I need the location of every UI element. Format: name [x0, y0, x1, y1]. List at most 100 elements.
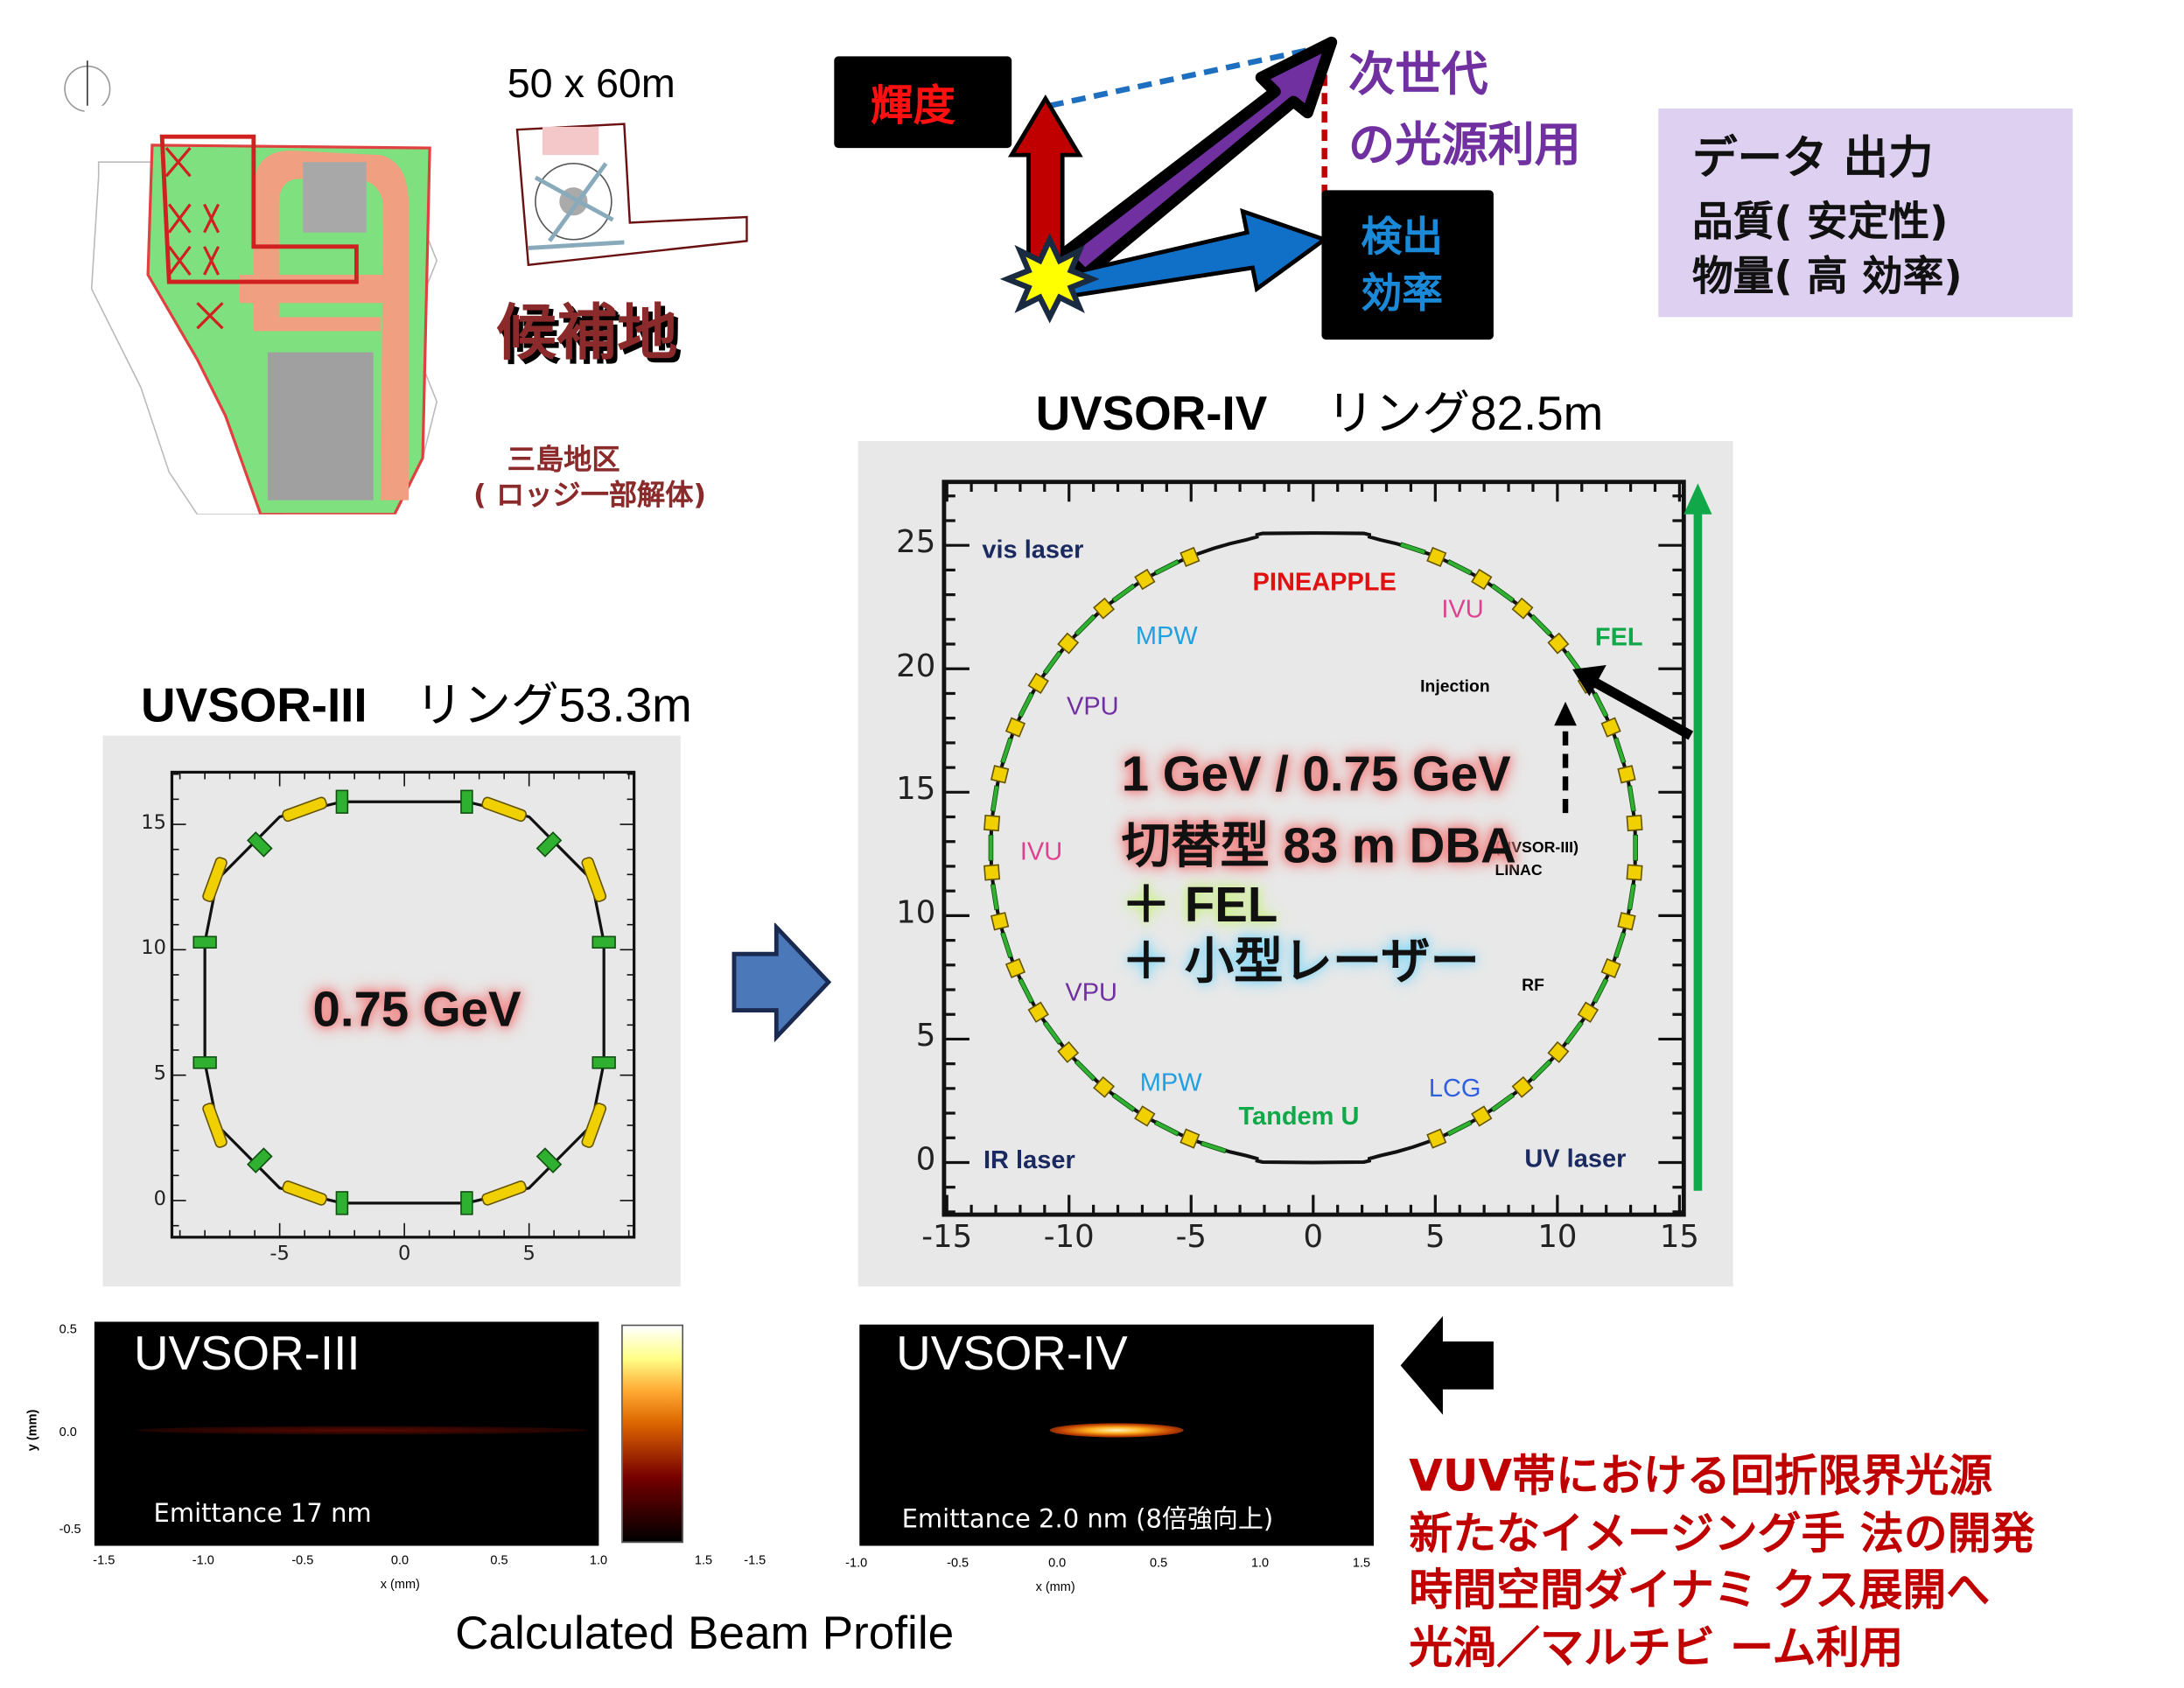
magnet-mark	[1617, 765, 1636, 784]
bend-magnet-mark	[481, 796, 528, 823]
magnet-mark	[1617, 912, 1636, 931]
quadrupole-mark	[1490, 1092, 1516, 1112]
quadrupole-mark	[1154, 1120, 1180, 1137]
magnet-mark	[1511, 597, 1534, 620]
beam-spot	[136, 1425, 588, 1435]
quadrupole-mark	[592, 935, 616, 949]
lattice-label-ivu-left: IVU	[1019, 837, 1063, 865]
quadrupole-mark	[1042, 650, 1062, 676]
quadrupole-mark	[536, 831, 563, 858]
quadrupole-mark	[1074, 613, 1096, 636]
y-tick-label: 0	[153, 1187, 167, 1211]
quadrupole-mark	[1018, 691, 1034, 718]
y-tick-label: 5	[915, 1019, 936, 1055]
magnet-mark	[1057, 1040, 1080, 1063]
uvsor3-name: UVSOR-III	[141, 679, 368, 733]
magnet-mark	[1180, 546, 1200, 568]
quadrupole-mark	[1042, 1020, 1062, 1045]
x-tick-label: 10	[1537, 1220, 1578, 1256]
magnet-mark	[990, 912, 1010, 931]
x-tick-label: -1.5	[744, 1552, 766, 1567]
area-note: ( ロッジ一部解体)	[473, 477, 707, 512]
quadrupole-mark	[988, 834, 994, 861]
beam-title: UVSOR-IV	[896, 1327, 1128, 1382]
y-tick-label: 15	[896, 772, 936, 809]
magnet-mark	[1057, 632, 1080, 655]
magnet-mark	[1577, 1001, 1600, 1023]
x-tick-label: -5	[1175, 1220, 1207, 1256]
quadrupole-mark	[1633, 834, 1638, 861]
data-output-box: データ 出力 品質( 安定性) 物量( 高 効率)	[1658, 108, 2073, 318]
site-size-label: 50 x 60m	[507, 61, 676, 108]
detection-line1: 検出	[1361, 213, 1443, 261]
x-tick-label: 0.5	[490, 1552, 508, 1567]
magnet-mark	[1027, 672, 1049, 695]
quadrupole-mark	[536, 1147, 563, 1173]
plot-frame	[170, 770, 636, 1239]
colorbar	[621, 1324, 683, 1544]
quadrupole-mark	[592, 1056, 616, 1069]
x-tick-label: -1.5	[93, 1552, 116, 1567]
goal-2: 新たなイメージング手 法の開発	[1409, 1509, 2035, 1560]
y-tick-label: 5	[153, 1062, 167, 1085]
ring-footprint	[515, 123, 748, 267]
beam-title: UVSOR-III	[133, 1327, 360, 1382]
beam-spot	[1049, 1423, 1184, 1438]
bend-magnet-mark	[581, 1103, 607, 1148]
detection-line2: 効率	[1361, 269, 1443, 318]
magnet-mark	[990, 765, 1010, 784]
x-tick-label: -0.5	[291, 1552, 314, 1567]
lattice-type-overlay: 切替型 83 m DBA	[1121, 818, 1516, 874]
lattice-label-vpu-top: VPU	[1066, 691, 1119, 720]
quadrupole-mark	[335, 789, 349, 814]
quadrupole-mark	[1154, 559, 1180, 576]
goal-3: 時間空間ダイナミ クス展開へ	[1409, 1565, 1991, 1617]
brightness-box: 輝度	[834, 56, 1012, 149]
bend-magnet-mark	[202, 1103, 228, 1148]
x-tick-label: 5	[522, 1243, 536, 1266]
quadrupole-mark	[192, 1056, 217, 1069]
beam-profile-uvsor4: UVSOR-IV Emittance 2.0 nm (8倍強向上)	[859, 1324, 1375, 1546]
magnet-mark	[1626, 864, 1643, 881]
quality-line: 品質( 安定性)	[1691, 197, 1949, 246]
concept-arrows	[999, 36, 1338, 324]
uvsor3-title: UVSOR-III リング53.3m	[141, 667, 692, 736]
quadrupole-mark	[1613, 931, 1627, 958]
area-label: 三島地区	[507, 442, 620, 477]
uvsor4-title: UVSOR-IV リング82.5m	[1036, 375, 1604, 444]
uvsor4-lattice-panel	[858, 441, 1733, 1287]
brightness-label: 輝度	[871, 81, 956, 131]
burst-icon	[999, 233, 1100, 324]
magnet-mark	[1471, 1105, 1493, 1127]
quadrupole-mark	[1111, 583, 1136, 603]
magnet-mark	[1547, 632, 1570, 655]
lattice-label-fel: FEL	[1594, 622, 1643, 651]
quadrupole-mark	[1627, 883, 1636, 911]
quadrupole-mark	[1111, 1092, 1136, 1112]
magnet-mark	[1426, 546, 1447, 568]
quadrupole-mark	[1490, 583, 1516, 603]
y-tick-label: -0.5	[59, 1522, 81, 1537]
bend-magnet-mark	[202, 857, 228, 902]
quadrupole-mark	[1000, 931, 1013, 958]
uvsor3-ring-length: リング53.3m	[415, 679, 692, 733]
quadrupole-mark	[1074, 1059, 1096, 1082]
lattice-label-vis-laser: vis laser	[982, 535, 1084, 564]
lattice-label-ir-laser: IR laser	[983, 1145, 1075, 1174]
quadrupole-mark	[192, 935, 217, 949]
quadrupole-mark	[460, 1191, 473, 1215]
bend-magnet-mark	[282, 796, 328, 823]
x-tick-label: -0.5	[947, 1555, 970, 1570]
quadrupole-mark	[247, 831, 273, 858]
magnet-mark	[1426, 1128, 1447, 1149]
quadrupole-mark	[1592, 977, 1609, 1004]
fel-overlay: ＋ FEL	[1121, 878, 1278, 934]
y-tick-label: 0	[915, 1142, 936, 1179]
uvsor4-name: UVSOR-IV	[1035, 387, 1268, 442]
x-axis-label: x (mm)	[380, 1576, 420, 1592]
lattice-label-linac1: (UVSOR-III)	[1494, 839, 1578, 858]
y-tick-label: 0.0	[59, 1425, 77, 1439]
uvsor4-ring-length: リング82.5m	[1326, 387, 1604, 442]
uvsor4-lattice-plot	[942, 480, 1712, 1217]
emittance-label: Emittance 17 nm	[153, 1499, 372, 1530]
